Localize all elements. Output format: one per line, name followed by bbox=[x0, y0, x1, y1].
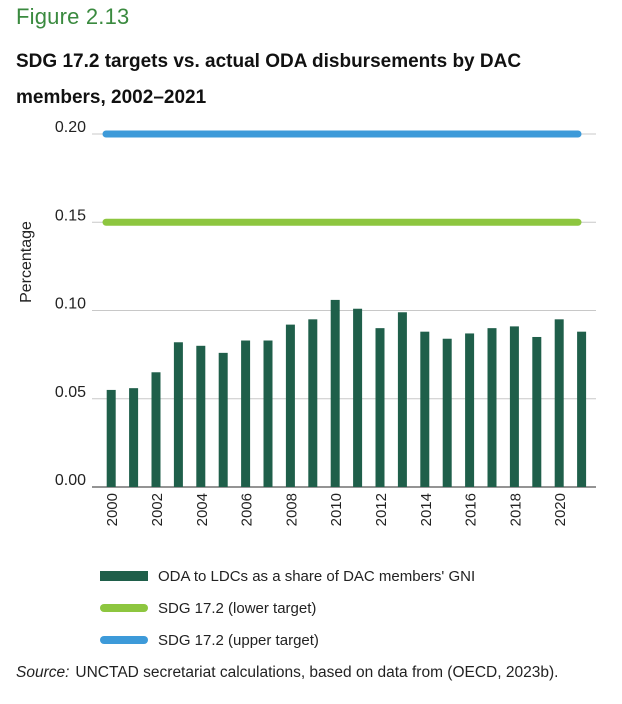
bar bbox=[285, 324, 295, 487]
x-tick-label: 2020 bbox=[552, 493, 569, 526]
y-tick-label: 0.20 bbox=[55, 119, 86, 136]
bar bbox=[173, 342, 183, 487]
y-tick-label: 0.10 bbox=[55, 296, 86, 313]
bar bbox=[420, 331, 430, 487]
x-tick-label: 2002 bbox=[149, 493, 166, 526]
x-tick-label: 2016 bbox=[463, 493, 480, 526]
grid-layer bbox=[92, 133, 596, 488]
x-tick-label: 2006 bbox=[239, 493, 256, 526]
bar bbox=[129, 388, 139, 487]
bar bbox=[375, 328, 385, 487]
y-tick-label: 0.00 bbox=[55, 472, 86, 489]
bar-chart: 0.000.050.100.150.20 2000 2002 2004 2006 200… bbox=[18, 119, 596, 526]
bar bbox=[442, 338, 452, 487]
y-tick-labels: 0.00 0.05 0.10 0.15 0.20 bbox=[55, 119, 86, 489]
x-tick-label: 2008 bbox=[283, 493, 300, 526]
legend-label-lower-target: SDG 17.2 (lower target) bbox=[158, 599, 317, 617]
bar bbox=[509, 326, 519, 487]
bar bbox=[263, 340, 273, 487]
source-note: Source: UNCTAD secretariat calculations, … bbox=[16, 664, 558, 682]
legend-item-lower-target: SDG 17.2 (lower target) bbox=[100, 592, 475, 624]
bar bbox=[308, 319, 318, 487]
y-axis-label: Percentage bbox=[18, 221, 35, 303]
x-tick-label: 2010 bbox=[328, 493, 345, 526]
legend-item-oda: ODA to LDCs as a share of DAC members' G… bbox=[100, 560, 475, 592]
y-tick-label: 0.05 bbox=[55, 384, 86, 401]
bar bbox=[353, 308, 363, 487]
bar bbox=[487, 328, 497, 487]
bar-layer bbox=[106, 299, 587, 487]
bar bbox=[397, 312, 407, 487]
bar bbox=[196, 345, 206, 487]
bar bbox=[577, 331, 587, 487]
chart-title: SDG 17.2 targets vs. actual ODA disburse… bbox=[16, 51, 522, 108]
y-tick-label: 0.15 bbox=[55, 207, 86, 224]
bar bbox=[151, 372, 161, 487]
x-tick-labels: 2000 2002 2004 2006 2008 2010 2012 2014 2016 2018… bbox=[104, 493, 569, 526]
source-label: Source: bbox=[16, 664, 70, 681]
legend-swatch-oda bbox=[100, 571, 148, 581]
legend-label-upper-target: SDG 17.2 (upper target) bbox=[158, 631, 319, 649]
legend-swatch-upper-target bbox=[100, 636, 148, 644]
x-tick-label: 2012 bbox=[373, 493, 390, 526]
bar bbox=[106, 389, 116, 487]
bar bbox=[218, 352, 228, 487]
bar bbox=[241, 340, 251, 487]
legend-label-oda: ODA to LDCs as a share of DAC members' G… bbox=[158, 567, 476, 585]
bar bbox=[465, 333, 475, 487]
legend-item-upper-target: SDG 17.2 (upper target) bbox=[100, 624, 475, 656]
source-text: UNCTAD secretariat calculations, based o… bbox=[75, 664, 559, 681]
x-tick-label: 2004 bbox=[194, 493, 211, 526]
bar bbox=[554, 319, 564, 487]
bar bbox=[330, 299, 340, 487]
legend-swatch-lower-target bbox=[100, 604, 148, 612]
x-tick-label: 2014 bbox=[418, 493, 435, 526]
x-tick-label: 2018 bbox=[507, 493, 524, 526]
legend: ODA to LDCs as a share of DAC members' G… bbox=[100, 560, 475, 656]
bar bbox=[532, 336, 542, 487]
target-line-layer bbox=[102, 130, 582, 226]
x-tick-label: 2000 bbox=[104, 493, 121, 526]
figure-label: Figure 2.13 bbox=[16, 4, 130, 29]
